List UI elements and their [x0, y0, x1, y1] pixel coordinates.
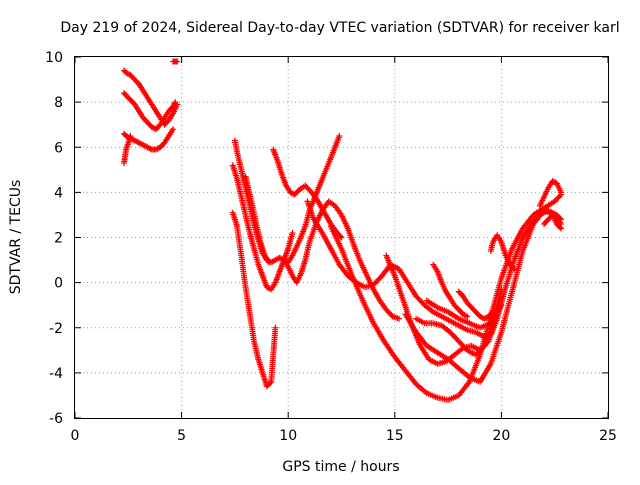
data-point — [267, 380, 274, 387]
x-tick-label: 15 — [386, 428, 404, 444]
x-tick-label: 10 — [279, 428, 297, 444]
data-point — [289, 229, 296, 236]
x-tick-label: 20 — [492, 428, 510, 444]
data-point — [556, 192, 563, 199]
data-point — [557, 224, 564, 231]
data-point — [480, 344, 487, 351]
data-point — [488, 310, 495, 317]
x-tick-label: 0 — [71, 428, 80, 444]
data-point — [498, 286, 505, 293]
data-point — [558, 225, 565, 232]
plot-frame — [74, 56, 609, 419]
y-tick-label: -2 — [49, 321, 63, 337]
y-tick-label: -4 — [49, 366, 63, 382]
data-point — [489, 308, 496, 315]
data-point — [338, 234, 345, 241]
data-point — [172, 99, 179, 106]
data-point — [558, 189, 565, 196]
chart-title: Day 219 of 2024, Sidereal Day-to-day VTE… — [60, 20, 619, 36]
data-point — [336, 132, 343, 139]
x-axis-label: GPS time / hours — [282, 459, 399, 475]
y-tick-label: 4 — [54, 185, 63, 201]
y-tick-label: 6 — [54, 140, 63, 156]
x-tick-label: 25 — [599, 428, 617, 444]
y-tick-label: 0 — [54, 276, 63, 292]
data-point — [396, 315, 403, 322]
y-axis-label: SDTVAR / TECUs — [8, 180, 24, 295]
y-axis: -6 -4 -2 0 2 4 6 8 10 — [45, 50, 608, 427]
data-point — [272, 324, 279, 331]
x-axis: 0 5 10 15 20 25 — [71, 57, 617, 444]
data-point — [266, 259, 273, 266]
y-tick-label: 2 — [54, 231, 63, 247]
data-point — [464, 313, 471, 320]
y-tick-label: 10 — [45, 50, 63, 66]
data-point — [498, 302, 505, 309]
y-tick-label: 8 — [54, 95, 63, 111]
y-tick-label: -6 — [49, 411, 63, 427]
data-point — [170, 126, 177, 133]
data-point — [127, 132, 134, 139]
data-point — [510, 264, 517, 271]
data-point — [174, 58, 181, 65]
x-tick-label: 5 — [177, 428, 186, 444]
data-points — [121, 58, 565, 403]
data-point — [511, 266, 518, 273]
